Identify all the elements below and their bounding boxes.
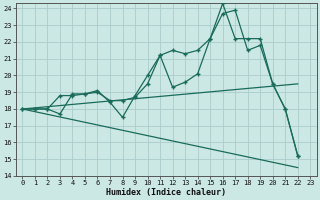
X-axis label: Humidex (Indice chaleur): Humidex (Indice chaleur) — [106, 188, 226, 197]
